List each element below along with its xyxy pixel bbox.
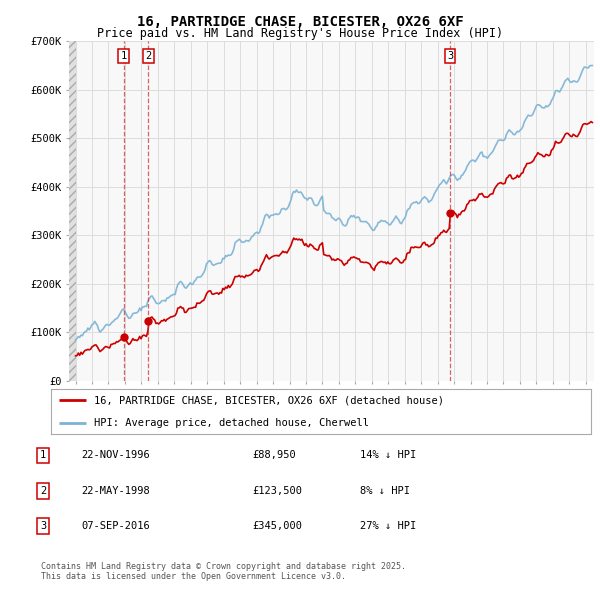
Text: HPI: Average price, detached house, Cherwell: HPI: Average price, detached house, Cher… (94, 418, 369, 428)
Text: Contains HM Land Registry data © Crown copyright and database right 2025.
This d: Contains HM Land Registry data © Crown c… (41, 562, 406, 581)
Text: 27% ↓ HPI: 27% ↓ HPI (360, 522, 416, 531)
Bar (69, 41, 76, 381)
Text: 16, PARTRIDGE CHASE, BICESTER, OX26 6XF (detached house): 16, PARTRIDGE CHASE, BICESTER, OX26 6XF … (94, 395, 444, 405)
Text: £88,950: £88,950 (252, 451, 296, 460)
Text: 07-SEP-2016: 07-SEP-2016 (81, 522, 150, 531)
Text: 22-NOV-1996: 22-NOV-1996 (81, 451, 150, 460)
Text: 8% ↓ HPI: 8% ↓ HPI (360, 486, 410, 496)
Text: 1: 1 (40, 451, 46, 460)
Text: 1: 1 (121, 51, 127, 61)
Text: 14% ↓ HPI: 14% ↓ HPI (360, 451, 416, 460)
Text: 16, PARTRIDGE CHASE, BICESTER, OX26 6XF: 16, PARTRIDGE CHASE, BICESTER, OX26 6XF (137, 15, 463, 30)
Text: 3: 3 (447, 51, 453, 61)
Text: Price paid vs. HM Land Registry's House Price Index (HPI): Price paid vs. HM Land Registry's House … (97, 27, 503, 40)
Text: 22-MAY-1998: 22-MAY-1998 (81, 486, 150, 496)
Text: 2: 2 (40, 486, 46, 496)
Text: 2: 2 (145, 51, 151, 61)
Text: 3: 3 (40, 522, 46, 531)
Text: £345,000: £345,000 (252, 522, 302, 531)
Text: £123,500: £123,500 (252, 486, 302, 496)
